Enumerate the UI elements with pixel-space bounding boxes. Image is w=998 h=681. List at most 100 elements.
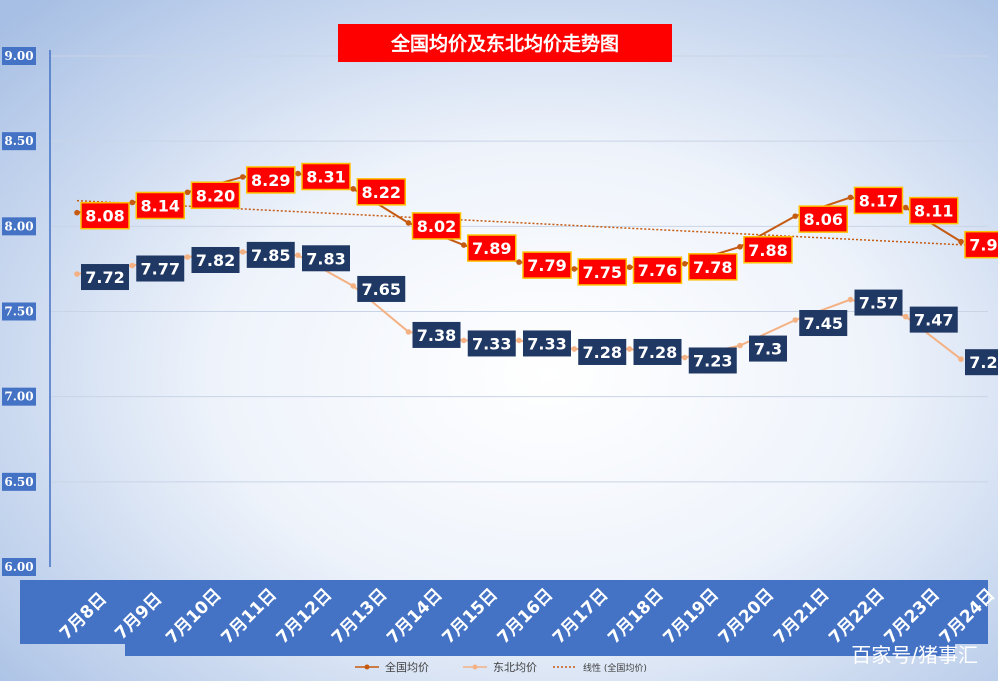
chart-title-box bbox=[338, 24, 672, 62]
data-point bbox=[405, 220, 412, 226]
data-label: 8.06 bbox=[804, 210, 843, 229]
legend-marker bbox=[364, 664, 370, 670]
data-label: 7.72 bbox=[85, 268, 124, 287]
data-label-box bbox=[854, 289, 903, 316]
data-point bbox=[681, 354, 688, 361]
x-axis-band-lower bbox=[125, 644, 955, 656]
y-tick-label: 6.00 bbox=[4, 560, 33, 574]
data-label-box bbox=[357, 275, 406, 302]
data-label-box bbox=[798, 205, 848, 233]
data-label: 7.38 bbox=[417, 326, 456, 345]
data-label: 8.17 bbox=[859, 191, 898, 210]
chart-title: 全国均价及东北均价走势图 bbox=[390, 32, 619, 55]
data-label-box bbox=[688, 347, 737, 374]
data-label-box bbox=[301, 162, 351, 191]
y-tick-box bbox=[2, 302, 36, 321]
y-tick-label: 9.00 bbox=[4, 49, 33, 63]
legend-marker bbox=[472, 664, 478, 670]
data-label: 7.76 bbox=[638, 261, 677, 280]
data-label-box bbox=[909, 306, 958, 333]
data-point bbox=[958, 238, 964, 245]
data-label: 7.88 bbox=[748, 241, 787, 260]
y-tick-box bbox=[2, 47, 36, 65]
data-label: 7.85 bbox=[251, 246, 290, 265]
data-point bbox=[350, 283, 357, 289]
y-tick-label: 8.00 bbox=[4, 219, 33, 233]
data-point bbox=[460, 337, 467, 344]
data-point bbox=[239, 249, 246, 255]
data-label-box bbox=[633, 338, 682, 365]
data-point bbox=[737, 342, 743, 349]
data-label: 7.3 bbox=[754, 340, 782, 359]
watermark: 百家号/猪事汇 bbox=[851, 643, 978, 667]
data-label-box bbox=[246, 166, 296, 194]
data-point bbox=[184, 254, 191, 260]
data-label: 7.28 bbox=[638, 343, 677, 362]
data-point bbox=[74, 209, 80, 216]
data-point bbox=[405, 329, 412, 335]
data-point bbox=[239, 174, 246, 180]
data-label-box bbox=[632, 256, 683, 284]
data-label-box bbox=[577, 258, 627, 286]
data-label: 7.78 bbox=[693, 258, 732, 277]
data-label-box bbox=[964, 230, 998, 259]
data-label: 7.65 bbox=[362, 280, 401, 299]
data-label-box bbox=[522, 251, 572, 279]
data-point bbox=[571, 266, 578, 272]
data-label-box bbox=[467, 330, 516, 357]
data-point bbox=[184, 189, 191, 196]
data-point bbox=[902, 313, 909, 320]
data-label-box bbox=[135, 191, 185, 220]
y-tick-box bbox=[2, 132, 36, 151]
data-point bbox=[516, 337, 522, 344]
data-label: 7.22 bbox=[969, 353, 998, 372]
data-point bbox=[626, 346, 633, 352]
data-point bbox=[129, 199, 136, 206]
data-point bbox=[958, 356, 964, 362]
legend-label: 东北均价 bbox=[493, 661, 537, 674]
data-point bbox=[516, 259, 522, 265]
data-label: 8.20 bbox=[196, 186, 235, 205]
data-point bbox=[571, 346, 578, 352]
data-label-box bbox=[749, 335, 787, 362]
data-label-box bbox=[412, 321, 461, 348]
data-point bbox=[902, 204, 909, 211]
data-label: 8.29 bbox=[251, 171, 290, 190]
data-label: 7.45 bbox=[804, 314, 843, 333]
legend-label: 全国均价 bbox=[385, 660, 429, 674]
data-label: 7.82 bbox=[196, 251, 235, 270]
y-tick-label: 7.50 bbox=[4, 305, 33, 319]
data-label: 8.08 bbox=[85, 207, 124, 226]
data-label-box bbox=[136, 255, 185, 282]
data-point bbox=[129, 262, 136, 269]
data-label: 7.57 bbox=[859, 294, 898, 313]
data-label-box bbox=[246, 241, 295, 268]
y-tick-label: 7.00 bbox=[4, 390, 33, 404]
data-label: 7.91 bbox=[969, 236, 998, 255]
data-point bbox=[295, 170, 301, 177]
data-point bbox=[295, 252, 301, 259]
y-tick-box bbox=[2, 217, 36, 236]
data-label: 8.14 bbox=[141, 196, 180, 215]
data-label: 7.83 bbox=[306, 249, 345, 268]
data-label: 8.22 bbox=[362, 183, 401, 202]
data-label: 8.31 bbox=[306, 168, 345, 187]
y-tick-box bbox=[2, 387, 36, 406]
data-point bbox=[737, 243, 743, 250]
data-point bbox=[847, 296, 854, 303]
data-point bbox=[792, 317, 799, 323]
data-point bbox=[847, 194, 854, 201]
data-label-box bbox=[411, 212, 462, 240]
data-point bbox=[350, 186, 357, 192]
data-label-box bbox=[302, 245, 350, 272]
data-point bbox=[74, 271, 80, 277]
data-label-box bbox=[190, 181, 241, 210]
data-label-box bbox=[578, 338, 627, 365]
data-label-box bbox=[523, 330, 571, 357]
data-label: 8.11 bbox=[914, 202, 953, 221]
y-tick-label: 6.50 bbox=[4, 475, 33, 489]
data-label-box bbox=[799, 310, 848, 337]
data-label-box bbox=[356, 178, 406, 206]
